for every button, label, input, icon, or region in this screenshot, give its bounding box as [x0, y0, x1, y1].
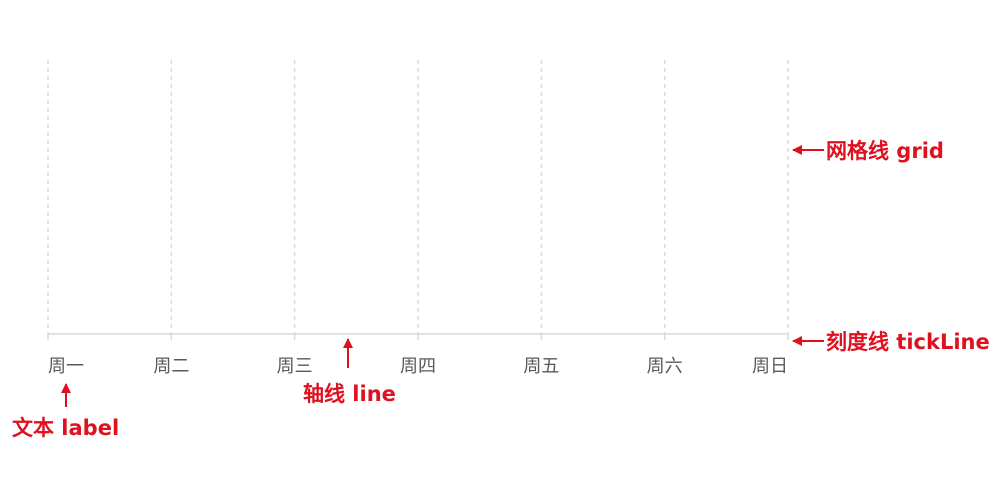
tick-label: 周三 [277, 356, 313, 377]
axis-line-annotation: 轴线 line [303, 382, 396, 406]
grid-annotation: 网格线 grid [826, 139, 944, 163]
tick-label: 周五 [523, 356, 559, 377]
tick-labels: 周一 周二 周三 周四 周五 周六 周日 [48, 356, 788, 377]
tick-label: 周一 [48, 356, 84, 377]
tick-lines [47, 334, 789, 340]
tick-label: 周六 [647, 356, 683, 377]
tickline-annotation: 刻度线 tickLine [826, 330, 990, 354]
label-annotation: 文本 label [12, 416, 119, 440]
tick-label: 周二 [153, 356, 189, 377]
grid-lines [47, 60, 789, 334]
tick-label: 周四 [400, 356, 436, 377]
tick-label: 周日 [752, 356, 788, 377]
